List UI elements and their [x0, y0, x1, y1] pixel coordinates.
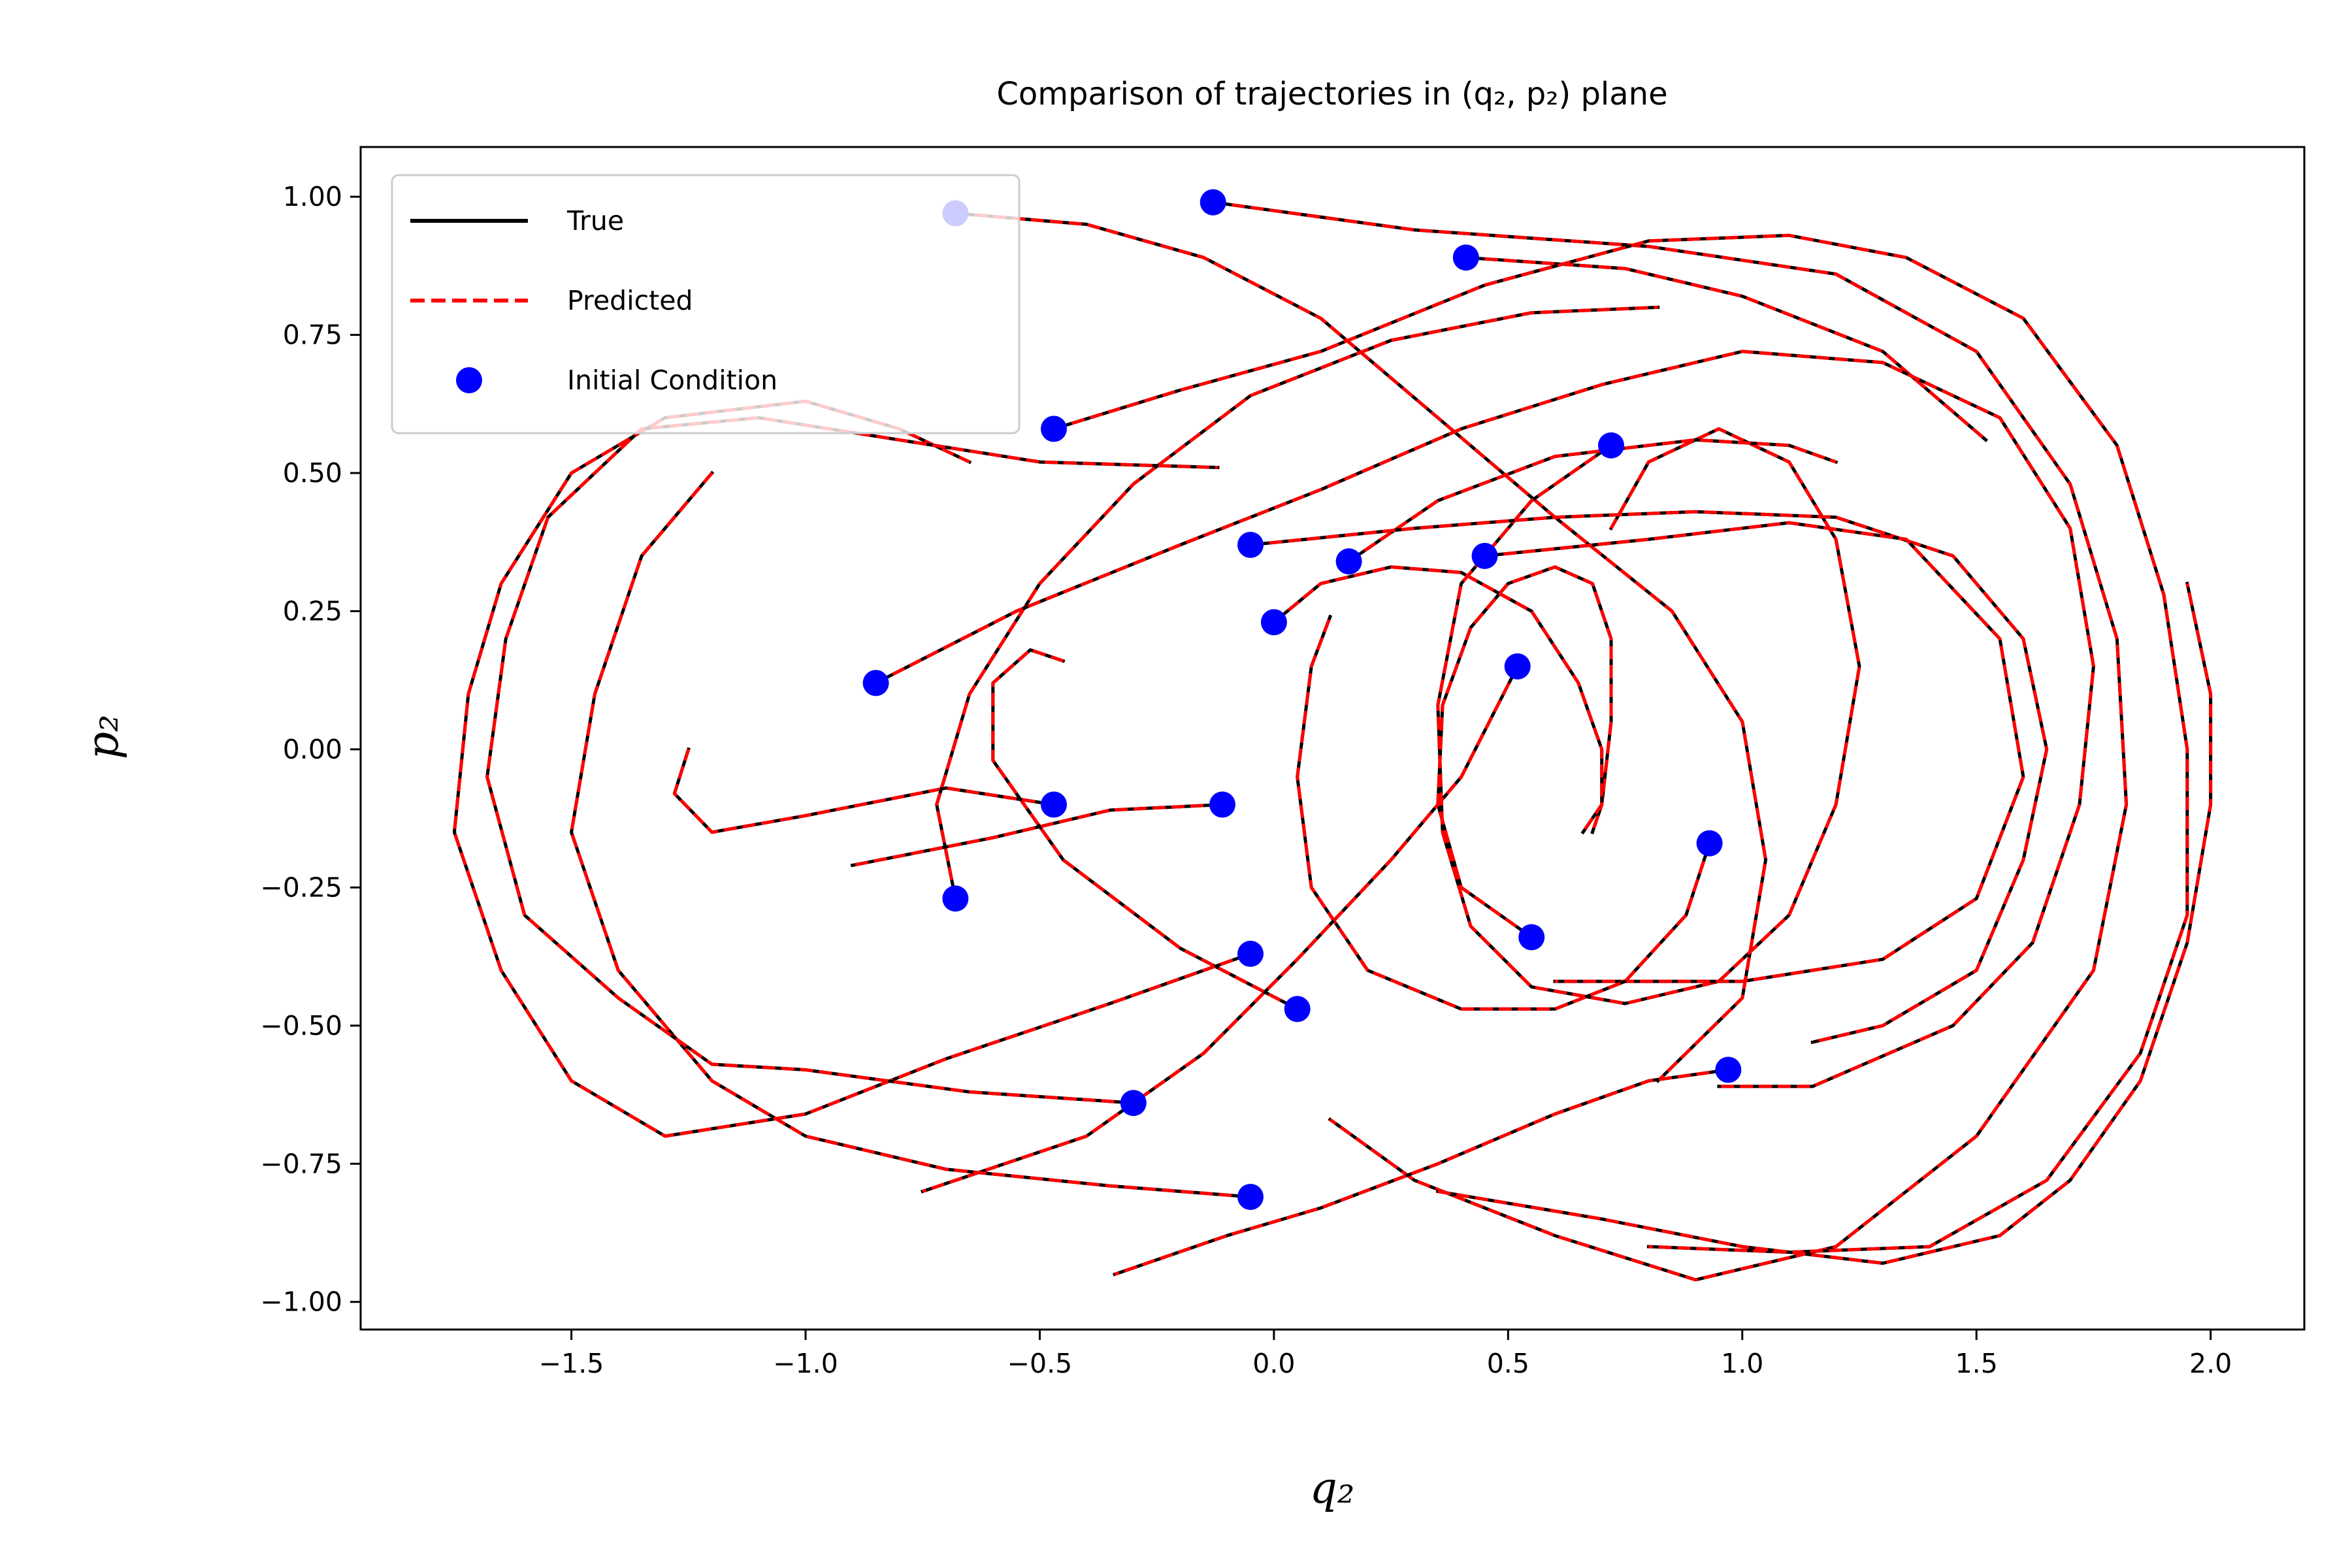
initial-condition-point-1 — [1200, 189, 1226, 216]
predicted-trajectory-11 — [922, 665, 1519, 1193]
initial-condition-point-15 — [942, 885, 969, 912]
x-tick-label: 2.0 — [2189, 1348, 2232, 1379]
initial-condition-point-10 — [862, 670, 889, 696]
predicted-trajectory-14 — [672, 749, 1054, 834]
predicted-trajectory-21 — [1114, 1068, 1729, 1276]
legend-box — [391, 174, 1021, 434]
y-tick-label: 0.50 — [283, 457, 342, 489]
predicted-trajectory-9 — [1273, 565, 1604, 834]
y-tick-label: 0.25 — [283, 595, 342, 627]
legend-predicted-label: Predicted — [567, 285, 693, 316]
y-tick-label: −0.25 — [260, 872, 342, 903]
x-tick-label: −1.5 — [539, 1348, 604, 1379]
initial-condition-point-12 — [1209, 791, 1235, 818]
predicted-trajectory-4 — [1436, 427, 1861, 1005]
y-tick-label: −0.75 — [260, 1148, 342, 1179]
predicted-trajectory-7 — [1484, 521, 2025, 983]
predicted-trajectory-8 — [1436, 565, 1613, 939]
predicted-trajectory-17 — [1053, 233, 2189, 1254]
initial-condition-point-14 — [1696, 830, 1723, 857]
initial-condition-point-21 — [1237, 1184, 1264, 1210]
x-tick-label: −1.0 — [773, 1348, 838, 1379]
predicted-trajectory-20 — [485, 416, 1218, 1105]
initial-condition-point-6 — [1237, 532, 1264, 558]
initial-condition-point-18 — [1284, 996, 1311, 1022]
predicted-trajectory-19 — [570, 472, 1251, 1199]
y-tick-label: 1.00 — [283, 181, 342, 212]
initial-condition-point-5 — [1598, 432, 1624, 459]
trajectories-layer — [452, 200, 2213, 1282]
initial-condition-point-16 — [1518, 924, 1545, 951]
x-tick-label: 0.0 — [1252, 1348, 1295, 1379]
plot-area — [359, 146, 2306, 1331]
predicted-trajectory-15 — [935, 305, 1658, 899]
initial-condition-point-4 — [1041, 416, 1067, 442]
x-tick-label: 1.0 — [1721, 1348, 1763, 1379]
plot-frame — [359, 146, 2306, 1331]
predicted-trajectory-2 — [1465, 255, 1987, 442]
predicted-trajectory-1 — [1213, 201, 2129, 1282]
initial-condition-point-3 — [1452, 244, 1479, 271]
predicted-trajectory-10 — [1296, 616, 1711, 1011]
initial-condition-point-8 — [1471, 542, 1498, 569]
initial-condition-point-11 — [1504, 653, 1531, 679]
y-tick-label: 0.75 — [283, 319, 342, 351]
predicted-trajectory-13 — [852, 803, 1223, 867]
initial-condition-point-20 — [1120, 1090, 1147, 1117]
initial-condition-point-9 — [1260, 609, 1287, 636]
y-axis-label: p₂ — [78, 715, 128, 760]
x-axis-label: q₂ — [1310, 1463, 1355, 1513]
y-axis: 1.00 0.75 0.50 0.25 0.00 −0.25 −0.50 −0.75 −1.00 — [260, 181, 361, 1318]
predicted-trajectory-6 — [1250, 510, 2049, 1044]
predicted-trajectory-22 — [1437, 583, 2213, 1265]
legend: True Predicted Initial Condition — [391, 174, 1021, 434]
x-tick-label: −0.5 — [1007, 1348, 1073, 1379]
chart-title: Comparison of trajectories in (q₂, p₂) p… — [996, 76, 1667, 112]
legend-initial-condition-label: Initial Condition — [567, 365, 777, 396]
x-axis: −1.5 −1.0 −0.5 0.0 0.5 1.0 1.5 2.0 — [539, 1330, 2232, 1379]
y-tick-label: −1.00 — [260, 1286, 342, 1318]
initial-condition-point-19 — [1715, 1056, 1742, 1083]
predicted-trajectory-16 — [875, 350, 2095, 1088]
initial-condition-point-13 — [1041, 791, 1067, 818]
predicted-trajectory-12 — [991, 648, 1298, 1011]
legend-initial-condition-swatch — [456, 367, 482, 393]
initial-condition-point-17 — [1237, 940, 1264, 967]
x-tick-label: 0.5 — [1487, 1348, 1529, 1379]
legend-true-label: True — [566, 205, 624, 237]
predicted-trajectory-18 — [452, 399, 1251, 1138]
initial-condition-point-7 — [1335, 548, 1362, 575]
y-tick-label: 0.00 — [283, 734, 342, 765]
y-tick-label: −0.50 — [260, 1010, 342, 1041]
x-tick-label: 1.5 — [1955, 1348, 1998, 1379]
predicted-trajectory-5 — [1348, 438, 1837, 563]
